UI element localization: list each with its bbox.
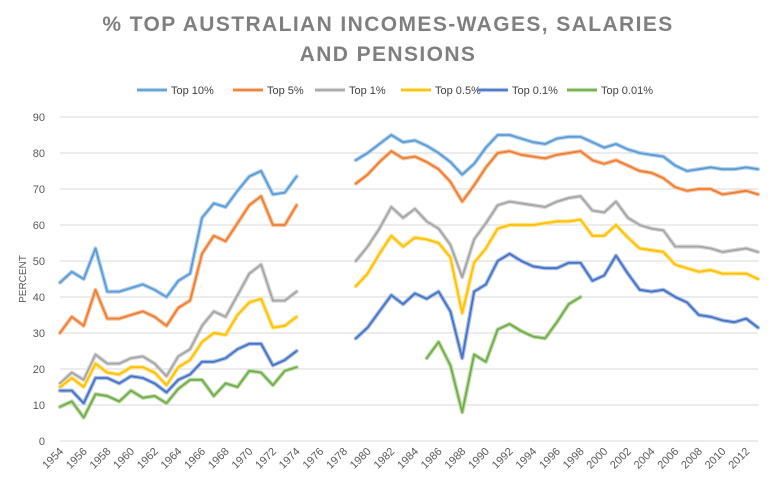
series-line [354,218,759,315]
series-line [59,263,298,385]
series-line [354,252,759,360]
series-line [59,170,298,298]
y-tick-label: 20 [33,364,45,376]
series-line-shadow [57,365,299,420]
legend-item: Top 0.5% [401,85,481,97]
legend-label: Top 10% [171,85,214,97]
x-tick-label: 2006 [656,446,682,472]
series-line [354,195,759,279]
series-top-0-01- [57,294,583,420]
series-line [59,366,298,419]
x-tick-label: 1974 [277,446,303,472]
series-top-0-1- [57,251,761,406]
y-tick-label: 10 [33,400,45,412]
y-tick-label: 90 [33,112,45,124]
x-axis-ticks: 1954195619581960196219641966196819701972… [40,446,752,472]
x-tick-label: 1998 [561,446,587,472]
legend-label: Top 0.01% [601,85,653,97]
x-tick-label: 2010 [703,446,729,472]
legend-label: Top 0.1% [512,85,558,97]
legend-item: Top 0.01% [567,85,653,97]
series-line [59,342,298,405]
chart-legend: Top 10% Top 5% Top 1% Top 0.5% Top 0.1% Top 0… [137,85,653,97]
series-line [354,134,759,176]
x-tick-label: 1958 [88,446,114,472]
x-tick-label: 1954 [40,446,66,472]
x-tick-label: 2002 [608,446,634,472]
y-tick-label: 30 [33,328,45,340]
y-tick-label: 80 [33,148,45,160]
legend-label: Top 1% [349,85,386,97]
x-tick-label: 1956 [64,446,90,472]
legend-item: Top 10% [137,85,214,97]
x-tick-label: 1982 [372,446,398,472]
y-tick-label: 60 [33,220,45,232]
x-tick-label: 1960 [111,446,137,472]
series-line [425,296,582,414]
legend-item: Top 1% [315,85,386,97]
x-tick-label: 1992 [490,446,516,472]
y-tick-label: 50 [33,256,45,268]
y-axis-ticks: 0 10 20 30 40 50 60 70 80 90 [33,112,45,448]
x-tick-label: 2004 [632,446,658,472]
x-tick-label: 1970 [230,446,256,472]
legend-item: Top 0.1% [478,85,558,97]
x-tick-label: 1988 [443,446,469,472]
series-top-5- [57,149,761,336]
x-tick-label: 1996 [537,446,563,472]
y-tick-label: 70 [33,184,45,196]
legend-label: Top 0.5% [435,85,481,97]
series-lines [57,132,761,420]
series-top-1- [57,194,761,386]
y-tick-label: 0 [39,436,45,448]
x-tick-label: 2008 [679,446,705,472]
series-line [354,150,759,203]
x-tick-label: 1978 [324,446,350,472]
y-tick-label: 40 [33,292,45,304]
x-tick-label: 1994 [514,446,540,472]
legend-item: Top 5% [233,85,304,97]
x-tick-label: 1962 [135,446,161,472]
x-tick-label: 1976 [301,446,327,472]
series-top-10- [57,132,761,300]
chart-title-line-2: AND PENSIONS [300,43,477,66]
series-top-0-5- [57,217,761,390]
y-axis-title: PERCENT [18,255,29,303]
x-tick-label: 1984 [395,446,421,472]
x-tick-label: 1968 [206,446,232,472]
series-line-shadow [353,149,761,204]
series-line [59,297,298,388]
x-tick-label: 1966 [182,446,208,472]
x-tick-label: 2012 [726,446,752,472]
series-line [59,195,298,334]
x-tick-label: 2000 [585,446,611,472]
x-tick-label: 1990 [466,446,492,472]
x-tick-label: 1986 [419,446,445,472]
legend-label: Top 5% [267,85,304,97]
x-tick-label: 1972 [253,446,279,472]
series-line-shadow [57,168,299,300]
chart-title-line-1: % TOP AUSTRALIAN INCOMES-WAGES, SALARIES [102,13,673,36]
x-tick-label: 1980 [348,446,374,472]
x-tick-label: 1964 [159,446,185,472]
